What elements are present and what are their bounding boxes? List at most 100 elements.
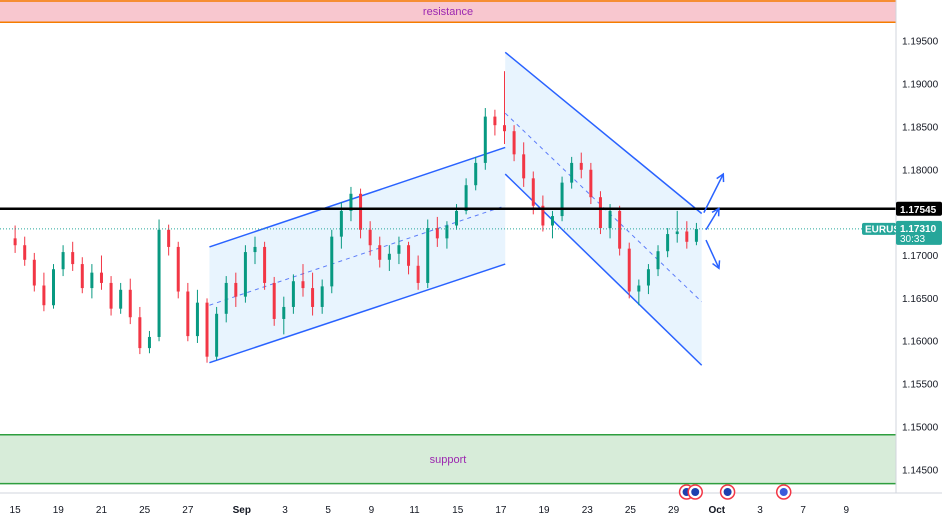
forecast-arrow-head	[711, 207, 720, 217]
candle	[147, 330, 151, 354]
candle-body	[637, 285, 641, 292]
candle	[694, 222, 698, 246]
forecast-arrow	[705, 207, 720, 231]
candle-body	[61, 252, 65, 270]
candle	[167, 224, 171, 256]
forecast-arrow-shaft	[705, 207, 720, 231]
event-flag-core	[723, 488, 732, 496]
levels-layer	[0, 207, 896, 230]
candle	[579, 152, 583, 179]
candle-body	[397, 245, 401, 254]
candle-body	[483, 116, 487, 163]
economic-events[interactable]	[678, 484, 792, 500]
candle	[512, 125, 516, 162]
symbol-tag[interactable]: EURUSD	[862, 222, 907, 236]
candle-body	[224, 282, 228, 314]
forecast-arrow-shaft	[705, 239, 720, 269]
candle-body	[646, 269, 650, 286]
time-tick-label: Sep	[233, 505, 251, 516]
candle-body	[157, 229, 161, 337]
candle-body	[109, 282, 113, 309]
candle	[99, 255, 103, 290]
candle	[61, 245, 65, 277]
candle-body	[445, 225, 449, 239]
candle	[550, 210, 554, 239]
zones-layer: resistance support	[0, 0, 896, 485]
time-tick-label: 19	[53, 505, 65, 516]
candle	[541, 195, 545, 232]
time-tick-label: 17	[495, 505, 507, 516]
candle	[301, 264, 305, 297]
price-tick-label: 1.15500	[902, 380, 939, 391]
price-tag-value: 1.17310	[900, 224, 937, 235]
candle-body	[138, 317, 142, 349]
price-tick-label: 1.15000	[902, 422, 939, 433]
candle	[186, 282, 190, 342]
descending-channel-mid-line	[504, 112, 703, 303]
price-tag-countdown: 30:33	[900, 234, 925, 245]
candle	[205, 298, 209, 363]
candle	[666, 228, 670, 258]
candle	[330, 229, 334, 294]
candle	[311, 272, 315, 316]
time-axis-ticks: 15 19 21 25 27 Sep 3 5 9 11 15 17 19 23 25 29 Oct 3 7 9	[10, 505, 850, 516]
candle-body	[435, 228, 439, 239]
candle-body	[272, 282, 276, 319]
candle-body	[474, 162, 478, 186]
candle	[359, 188, 363, 239]
candle-body	[560, 182, 564, 217]
candle	[80, 257, 84, 294]
candle	[426, 219, 430, 289]
candle-body	[186, 291, 190, 337]
event-flag-icon	[687, 484, 703, 500]
candle-body	[13, 238, 17, 246]
resistance-zone	[0, 0, 896, 23]
candle	[387, 245, 391, 271]
candle-body	[531, 178, 535, 206]
candle	[531, 171, 535, 215]
candle	[71, 241, 75, 271]
candle-body	[685, 231, 689, 242]
time-tick-label: 21	[96, 505, 108, 516]
candle	[435, 216, 439, 247]
level-tag[interactable]: 1.17545	[896, 201, 942, 216]
candle-body	[215, 313, 219, 357]
price-tag[interactable]: 1.17310 30:33	[896, 220, 942, 245]
candle	[320, 279, 324, 314]
price-tick-label: 1.16000	[902, 337, 939, 348]
candle	[656, 245, 660, 277]
candle	[263, 241, 267, 290]
forecast-arrow-shaft	[703, 173, 724, 213]
candle	[13, 225, 17, 253]
support-zone	[0, 434, 896, 484]
candle-body	[387, 253, 391, 260]
candle-body	[119, 289, 123, 309]
candle-body	[522, 154, 526, 179]
candle-body	[570, 162, 574, 183]
price-tick-label: 1.16500	[902, 294, 939, 305]
candle-body	[42, 285, 46, 306]
candle-body	[512, 131, 516, 155]
candle	[224, 276, 228, 323]
candle-body	[330, 236, 334, 287]
candle	[195, 289, 199, 343]
candle	[397, 236, 401, 265]
candle-body	[579, 162, 583, 170]
candle-body	[51, 269, 55, 306]
descending-channel-upper-line	[504, 51, 703, 215]
price-tick-label: 1.18500	[902, 122, 939, 133]
candle-body	[243, 252, 247, 297]
candle	[560, 176, 564, 222]
candle-body	[99, 272, 103, 283]
forecast-arrow	[703, 172, 725, 213]
candle-body	[675, 231, 679, 235]
candle-body	[263, 246, 267, 283]
candle-body	[656, 251, 660, 270]
candle	[23, 236, 27, 266]
candle-body	[589, 169, 593, 198]
candle-body	[176, 246, 180, 292]
time-tick-label: 3	[757, 505, 763, 516]
